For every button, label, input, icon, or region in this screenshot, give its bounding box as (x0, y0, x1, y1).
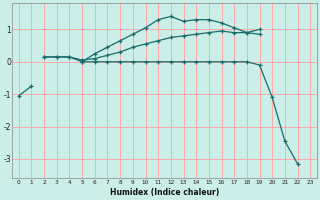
X-axis label: Humidex (Indice chaleur): Humidex (Indice chaleur) (110, 188, 219, 197)
